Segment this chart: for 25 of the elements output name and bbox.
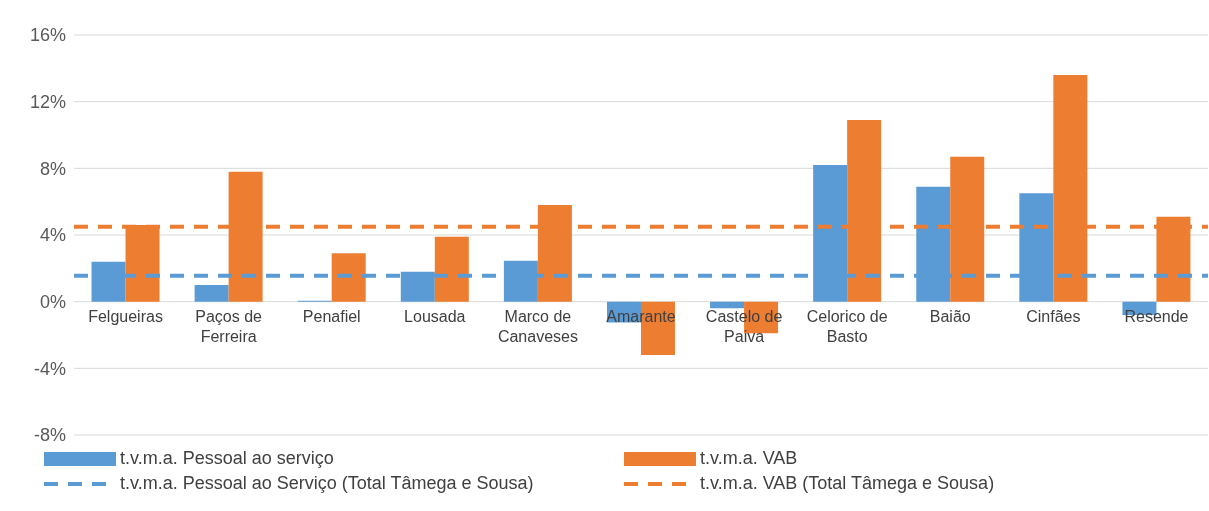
bar [434,236,469,302]
x-tick-label: Amarante [606,307,676,325]
x-tick-label: Baião [929,307,971,325]
y-tick-label: 0% [39,292,66,313]
bar [194,285,229,302]
x-tick-label: Felgueiras [88,307,163,325]
y-tick-label: 12% [29,92,66,113]
x-tick-label: Resende [1124,307,1189,325]
legend-label: t.v.m.a. Pessoal ao serviço [120,448,334,469]
bar [331,253,366,302]
x-tick-label: Lousada [404,307,466,325]
y-tick-label: 16% [29,25,66,46]
legend-label: t.v.m.a. VAB [700,448,798,469]
y-tick-label: -4% [33,358,66,379]
y-tick-label: -8% [33,425,66,446]
y-tick-label: 4% [39,225,66,246]
bar [710,301,745,309]
x-tick-label: Cinfães [1026,307,1081,325]
y-tick-label: 8% [39,158,66,179]
x-tick-label: Marco de Canaveses [497,307,578,345]
x-tick-label: Paços de Ferreira [195,307,263,345]
x-tick-label: Penafiel [302,307,361,325]
legend-label: t.v.m.a. VAB (Total Tâmega e Sousa) [700,473,995,494]
legend-label: t.v.m.a. Pessoal ao Serviço (Total Tâmega e Sousa) [120,473,534,494]
x-tick-label: Celorico de Basto [806,307,888,345]
